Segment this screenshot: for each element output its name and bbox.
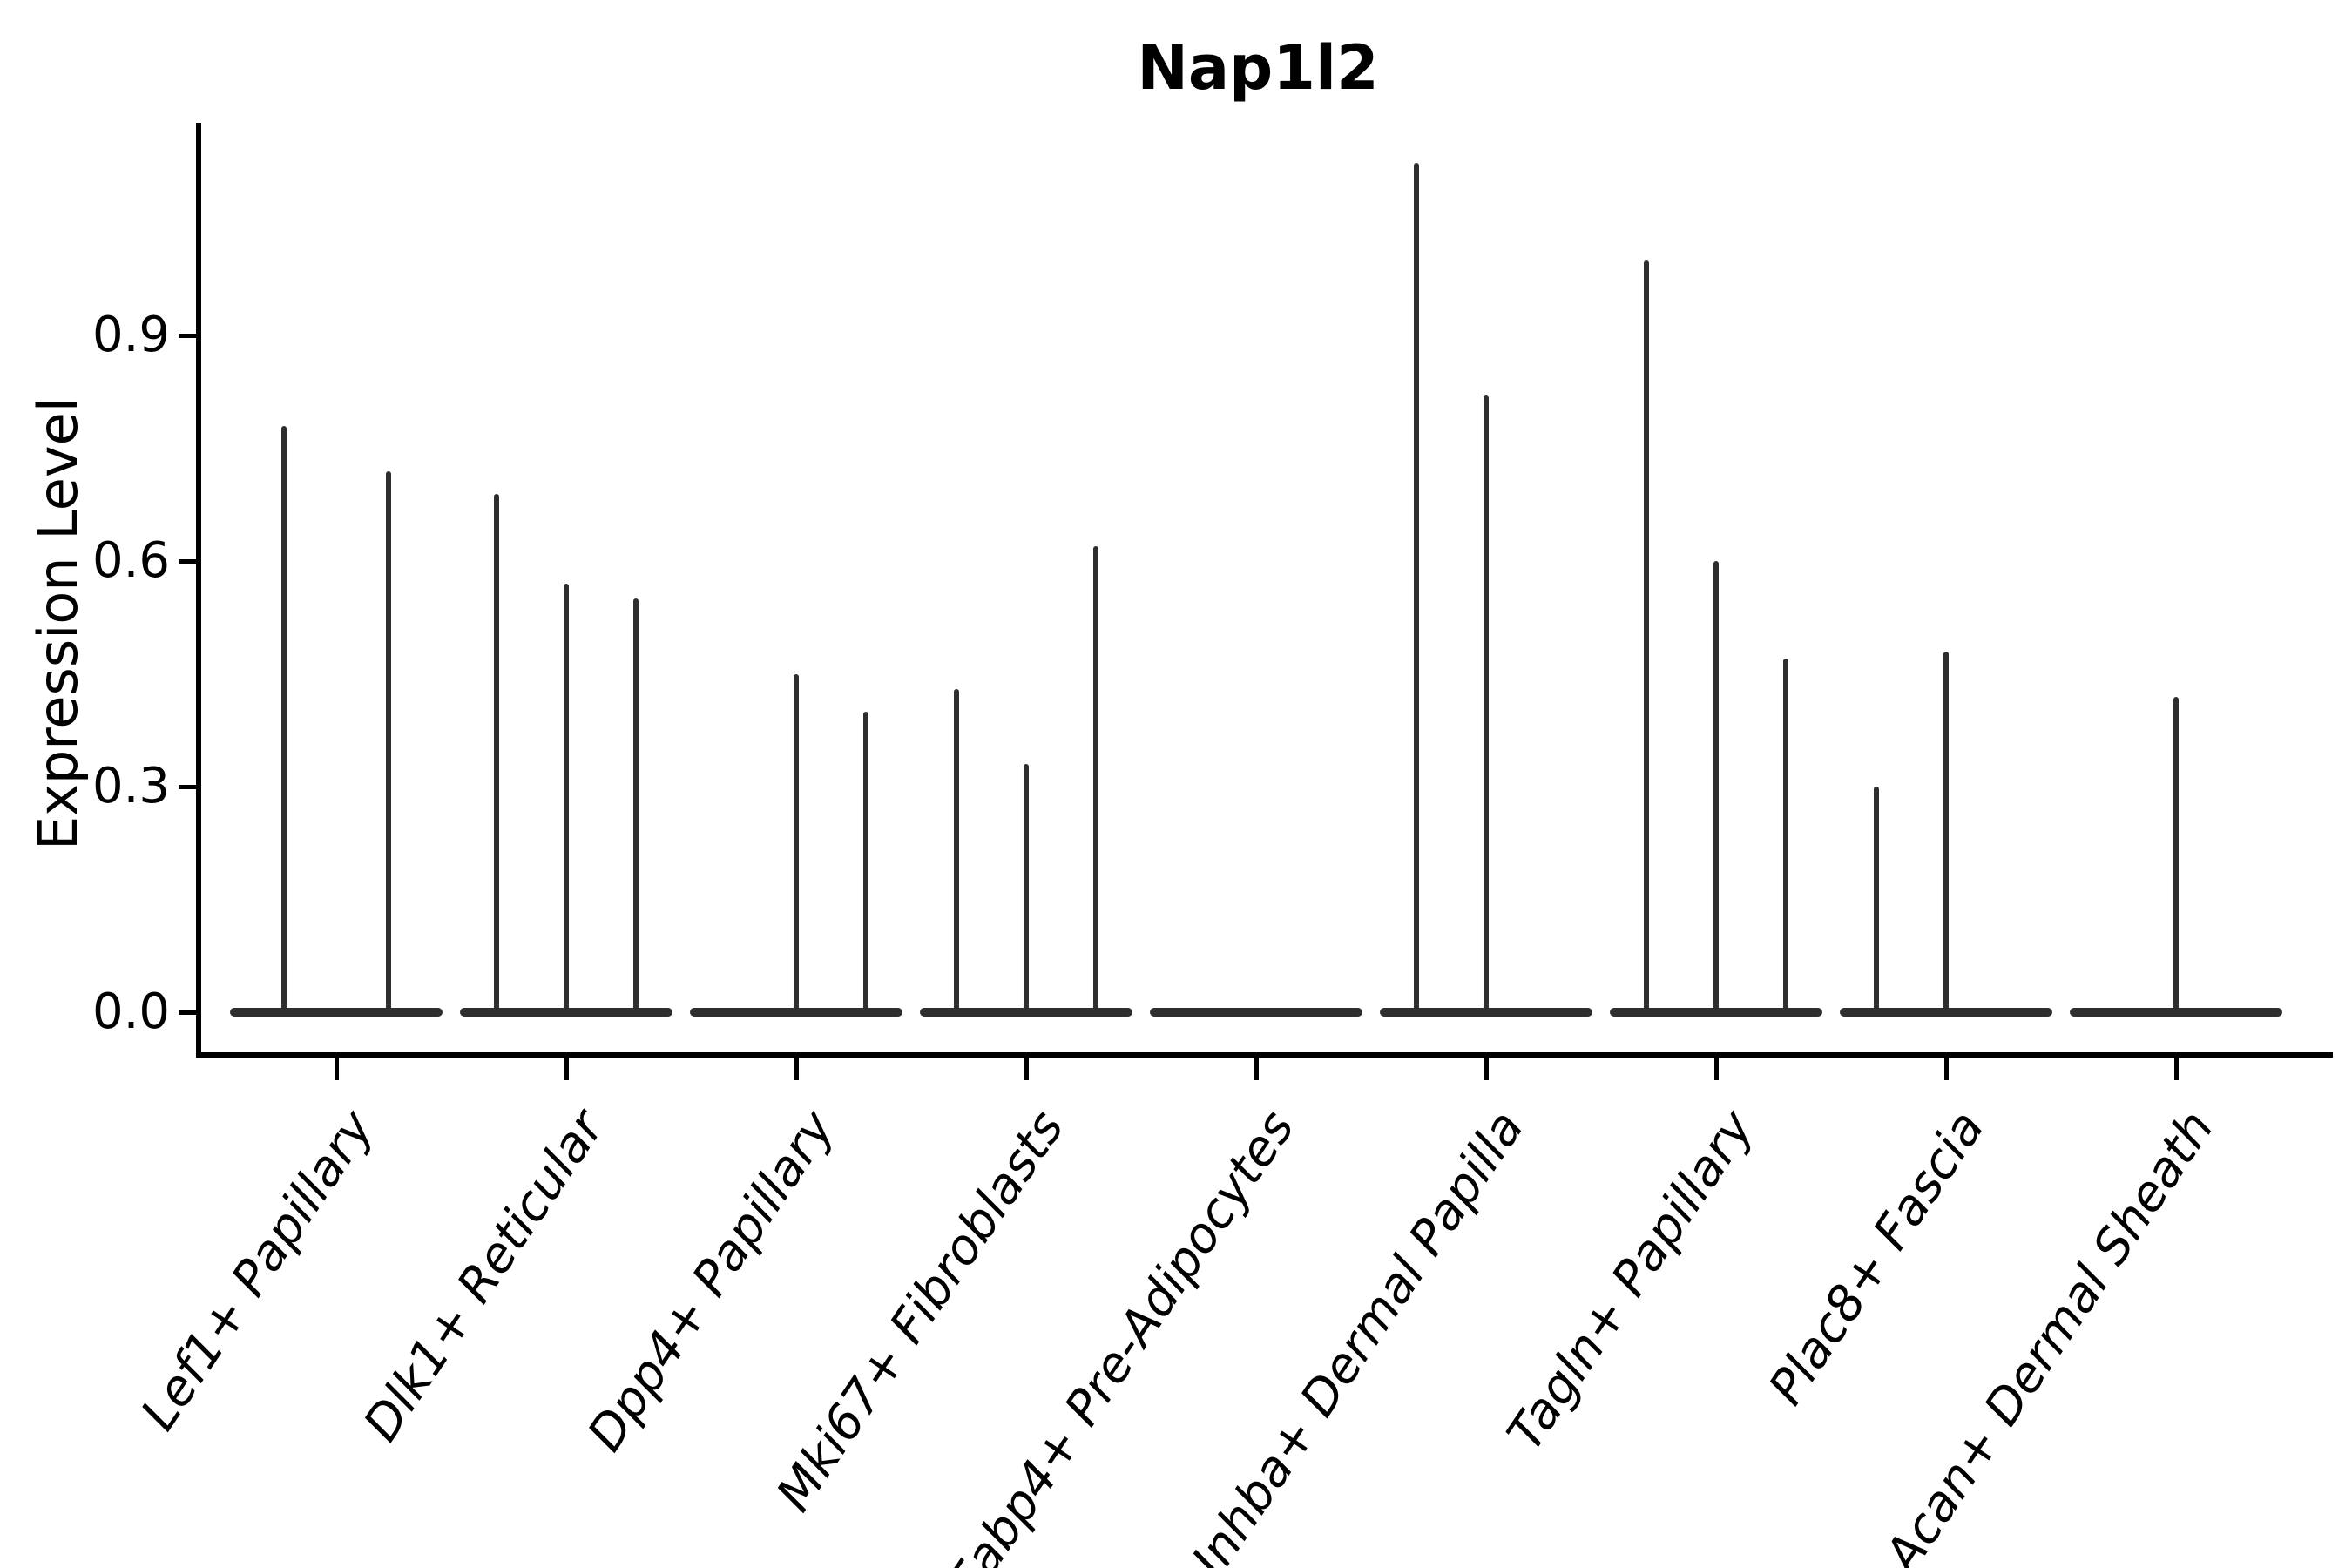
violin-spike xyxy=(564,584,569,1012)
violin-baseline-bar xyxy=(230,1008,443,1017)
violin-baseline-bar xyxy=(1150,1008,1362,1017)
y-tick xyxy=(179,558,196,564)
violin-baseline-bar xyxy=(2070,1008,2282,1017)
violin-spike xyxy=(1644,260,1649,1012)
violin-baseline-bar xyxy=(460,1008,672,1017)
violin-spike xyxy=(1484,395,1489,1012)
violin-spike xyxy=(1093,545,1098,1012)
violin-spike xyxy=(863,711,868,1012)
violin-spike xyxy=(633,598,639,1012)
violin-baseline-bar xyxy=(1380,1008,1592,1017)
violin-spike xyxy=(1024,764,1029,1012)
violin-spike xyxy=(1943,651,1949,1012)
violin-baseline-bar xyxy=(1840,1008,2052,1017)
x-tick xyxy=(334,1058,339,1080)
y-axis-spine xyxy=(196,123,201,1058)
y-axis-label: Expression Level xyxy=(26,397,90,850)
x-tick xyxy=(1024,1058,1029,1080)
violin-spike xyxy=(1414,162,1419,1012)
y-tick-label: 0.9 xyxy=(91,307,170,364)
violin-spike xyxy=(494,493,499,1012)
violin-spike xyxy=(386,470,391,1012)
violin-baseline-bar xyxy=(1610,1008,1822,1017)
x-axis-spine xyxy=(196,1052,2333,1058)
x-tick xyxy=(1254,1058,1259,1080)
x-tick xyxy=(2173,1058,2179,1080)
violin-spike xyxy=(1874,787,1879,1012)
x-tick-label: Tagln+ Papillary xyxy=(1497,1100,1766,1461)
violin-spike xyxy=(2173,696,2179,1012)
violin-spike xyxy=(1713,561,1719,1012)
violin-spike xyxy=(281,425,287,1012)
x-tick xyxy=(1943,1058,1949,1080)
x-tick xyxy=(564,1058,569,1080)
x-tick xyxy=(1713,1058,1719,1080)
violin-spike xyxy=(1783,659,1788,1012)
y-tick xyxy=(179,1010,196,1015)
y-tick-label: 0.0 xyxy=(91,983,170,1040)
y-tick-label: 0.6 xyxy=(91,532,170,590)
y-tick xyxy=(179,333,196,338)
y-tick xyxy=(179,784,196,789)
violin-spike xyxy=(954,688,959,1012)
x-tick-label: Lef1+ Papillary xyxy=(131,1100,386,1441)
x-tick-label: Dlk1+ Reticular xyxy=(353,1100,616,1451)
x-tick xyxy=(794,1058,799,1080)
violin-baseline-bar xyxy=(690,1008,902,1017)
plot-title: Nap1l2 xyxy=(1137,32,1379,104)
violin-spike xyxy=(794,673,799,1012)
y-tick-label: 0.3 xyxy=(91,758,170,815)
x-tick xyxy=(1484,1058,1489,1080)
violin-baseline-bar xyxy=(920,1008,1132,1017)
x-tick-label: Plac8+ Fascia xyxy=(1757,1100,1996,1416)
x-tick-label: Dpp4+ Papillary xyxy=(577,1100,846,1462)
